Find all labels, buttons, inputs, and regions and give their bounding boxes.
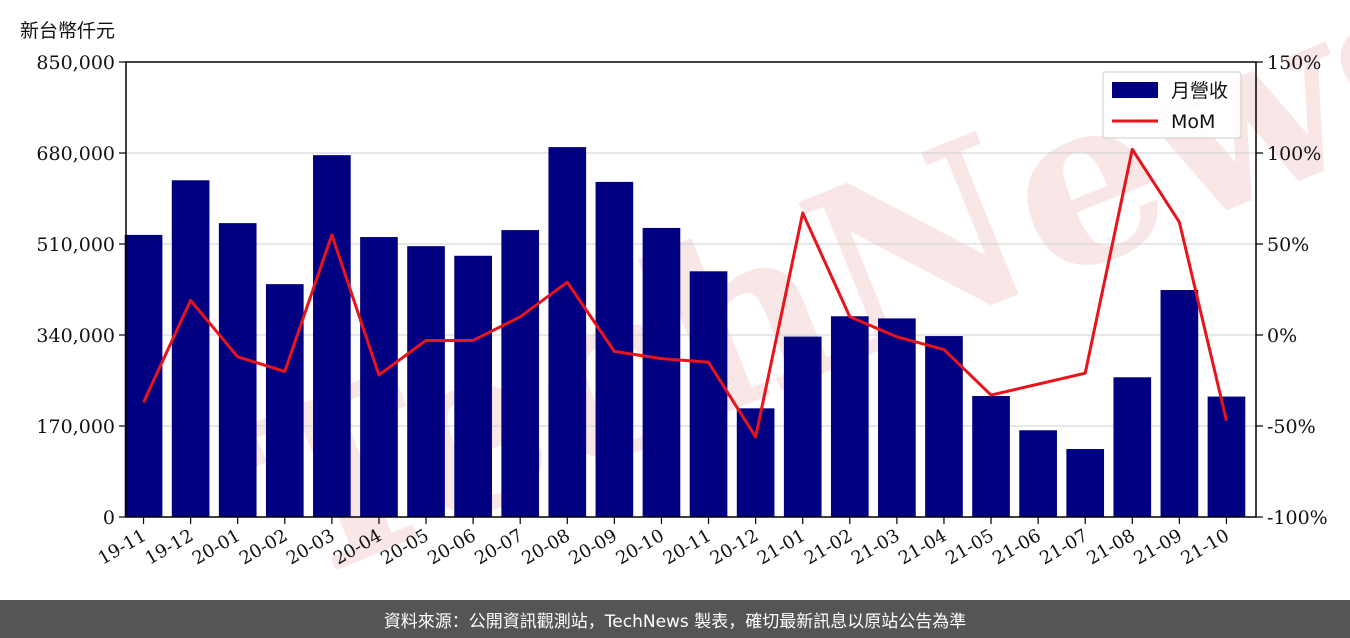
x-tick-label-21-08: 21-08: [1083, 525, 1138, 569]
x-tick-label-21-02: 21-02: [801, 525, 856, 569]
right-tick-label: -50%: [1267, 416, 1316, 438]
mom-line: [142, 147, 1228, 439]
x-tick-label-20-11: 20-11: [660, 525, 715, 569]
bar-20-11: [689, 271, 728, 517]
left-tick-label: 510,000: [36, 234, 115, 256]
bar-20-06: [454, 255, 492, 517]
x-tick-label-20-02: 20-02: [236, 525, 291, 569]
bar-20-05: [407, 246, 445, 517]
left-tick-label: 170,000: [36, 416, 115, 438]
y-axis-unit-label: 新台幣仟元: [20, 20, 116, 42]
x-tick-label-20-01: 20-01: [189, 525, 244, 569]
plot-frame: [125, 61, 1257, 518]
legend: 月營收 MoM: [1102, 71, 1242, 139]
bar-21-07: [1066, 449, 1105, 517]
right-tick-label: 50%: [1267, 234, 1309, 256]
x-tick-label-19-11: 19-11: [95, 525, 150, 569]
left-tick-label: 850,000: [36, 52, 115, 74]
x-tick-label-19-12: 19-12: [142, 525, 197, 569]
bar-19-12: [171, 180, 210, 518]
source-footer: 資料來源：公開資訊觀測站，TechNews 製表，確切最新訊息以原站公告為準: [0, 600, 1350, 638]
x-tick-label-21-10: 21-10: [1178, 525, 1233, 569]
left-tick-label: 340,000: [36, 325, 115, 347]
x-tick-label-21-01: 21-01: [754, 525, 809, 569]
legend-bar-swatch: [1112, 82, 1158, 98]
revenue-chart: TechNews 0170,000340,000510,000680,00085…: [36, 0, 1350, 600]
bar-21-06: [1019, 430, 1057, 517]
bar-21-05: [972, 396, 1010, 517]
x-tick-label-21-03: 21-03: [848, 525, 903, 569]
source-footer-text: 資料來源：公開資訊觀測站，TechNews 製表，確切最新訊息以原站公告為準: [383, 611, 967, 632]
bar-21-09: [1160, 290, 1199, 517]
mom-line-series: [142, 147, 1228, 439]
bar-20-12: [736, 408, 775, 517]
x-tick-label-21-06: 21-06: [989, 525, 1044, 569]
bar-20-04: [360, 237, 398, 517]
left-tick-label: 0: [103, 507, 115, 529]
x-tick-label-21-04: 21-04: [895, 525, 950, 569]
bar-21-04: [925, 336, 963, 517]
right-tick-label: -100%: [1267, 507, 1328, 529]
right-tick-label: 150%: [1267, 52, 1321, 74]
x-tick-label-21-07: 21-07: [1036, 525, 1091, 569]
x-tick-label-21-05: 21-05: [942, 525, 997, 569]
bar-20-03: [313, 155, 351, 517]
right-tick-label: 100%: [1267, 143, 1321, 165]
legend-label-mom: MoM: [1171, 111, 1215, 133]
x-tick-label-21-09: 21-09: [1130, 525, 1185, 569]
bar-20-02: [265, 284, 304, 517]
bar-21-01: [783, 336, 822, 517]
bar-20-08: [548, 147, 587, 518]
x-tick-label-20-12: 20-12: [707, 525, 762, 569]
bar-21-08: [1113, 377, 1152, 517]
x-tick-label-20-10: 20-10: [613, 525, 668, 569]
left-tick-label: 680,000: [36, 143, 115, 165]
right-tick-label: 0%: [1267, 325, 1297, 347]
bar-20-10: [642, 227, 681, 518]
bar-21-02: [830, 316, 869, 517]
bar-21-03: [878, 318, 916, 517]
bar-20-01: [218, 223, 257, 517]
bar-20-07: [501, 230, 540, 518]
legend-label-revenue: 月營收: [1171, 80, 1228, 102]
